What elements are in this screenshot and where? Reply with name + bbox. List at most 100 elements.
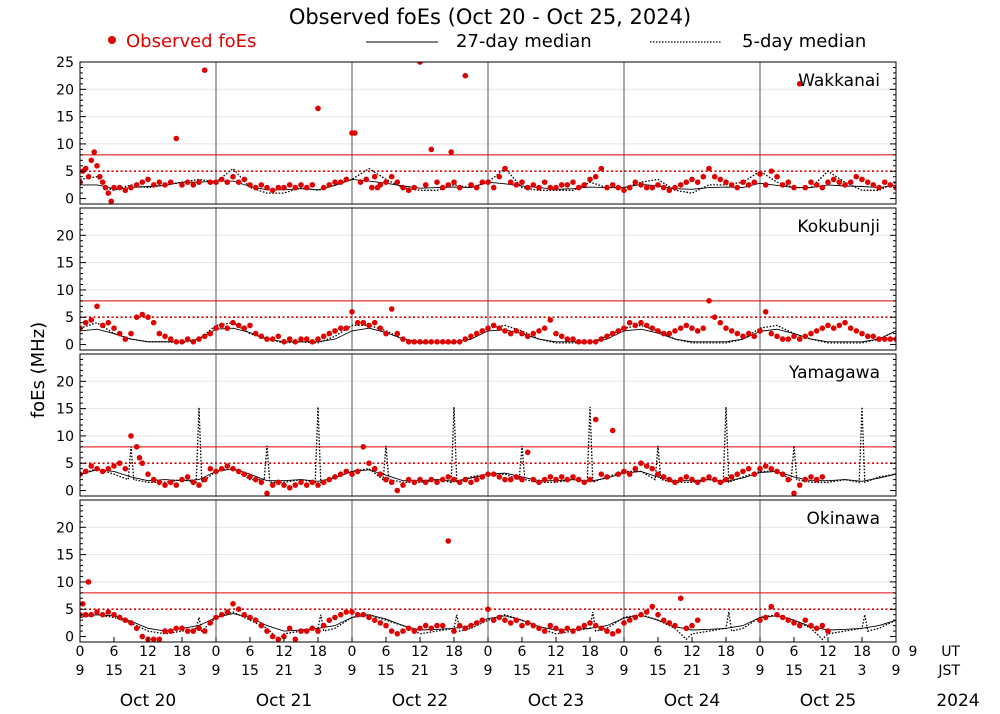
observed-point [394,179,401,185]
legend-observed-label: Observed foEs [126,31,256,52]
jst-tick-label: 21 [683,663,701,679]
observed-point [547,474,554,480]
observed-point [689,476,695,483]
observed-point [269,482,276,488]
observed-point [286,336,293,342]
observed-point [723,325,729,332]
observed-point [808,622,814,629]
observed-point [315,628,321,634]
observed-point [553,476,559,483]
y-tick-label: 25 [56,55,74,71]
observed-point [513,474,520,480]
observed-point [490,617,497,623]
observed-point [490,184,497,191]
observed-point [598,471,605,478]
observed-point [830,325,837,332]
observed-point [354,319,361,326]
observed-point [133,625,140,632]
observed-point [241,471,248,478]
observed-point [369,184,375,191]
observed-point [524,184,531,191]
observed-point [213,325,219,332]
ut-tick-label: 0 [484,644,493,660]
observed-point [615,628,622,634]
observed-point [388,479,395,486]
observed-point [82,165,89,172]
observed-point [105,465,112,472]
observed-point [660,184,667,191]
observed-point [728,182,735,188]
observed-point [269,187,276,194]
observed-point [405,476,412,483]
observed-point [757,328,763,334]
observed-point [547,184,554,191]
observed-point [422,479,429,486]
observed-point [734,184,741,191]
ut-tick-label: 0 [212,644,221,660]
observed-point [524,449,531,456]
observed-point [173,625,180,632]
observed-point [201,333,208,340]
panel-wakkanai: 0 5 10 15 20 25 Wakkanai [56,55,922,208]
observed-point [99,179,106,185]
observed-point [808,179,814,185]
observed-point [796,482,803,488]
observed-point [139,633,146,640]
observed-point [598,165,605,172]
observed-point [666,476,673,483]
observed-point [326,476,333,483]
observed-point [400,482,406,488]
observed-point [377,325,384,332]
observed-point [632,465,639,472]
observed-point [541,476,548,483]
observed-point [774,468,780,475]
observed-point [604,184,610,191]
observed-point [808,330,814,337]
observed-point [394,631,401,637]
y-tick-label: 0 [65,630,74,646]
observed-point [349,471,355,478]
observed-point [785,336,792,342]
observed-point [473,476,480,483]
observed-point [451,339,457,345]
observed-point [196,179,202,185]
ut-tick-label: 18 [173,644,191,660]
observed-point [326,182,333,188]
observed-point [864,333,871,340]
observed-point [275,333,282,340]
observed-point [621,187,627,194]
observed-point [349,309,355,315]
observed-point [870,333,877,340]
ut-tick-label: 0 [892,644,901,660]
observed-point [218,322,225,329]
observed-point [156,479,163,486]
observed-point [649,325,656,332]
observed-point [417,476,423,483]
jst-tick-label: 3 [586,663,595,679]
observed-point [281,633,287,640]
observed-point [337,611,344,618]
observed-point [581,479,588,486]
observed-point [581,182,588,188]
day-label: Oct 21 [256,691,312,711]
observed-point [213,468,219,475]
observed-point [298,182,304,188]
observed-point [97,173,103,180]
observed-point [241,325,248,332]
observed-point [82,611,89,618]
observed-point [660,617,667,623]
observed-point [264,184,270,191]
panel-yamagawa: 0 5 10 15 20 Yamagawa [56,353,897,500]
observed-point [456,622,463,629]
observed-point [173,339,180,345]
observed-point [394,330,401,337]
observed-point [428,476,435,483]
observed-point [547,317,554,323]
observed-point [666,620,673,626]
observed-point [700,476,707,483]
ut-tick-label: 18 [581,644,599,660]
observed-point [349,609,355,615]
observed-point [916,185,922,191]
observed-point [496,173,503,180]
observed-point [111,611,117,618]
